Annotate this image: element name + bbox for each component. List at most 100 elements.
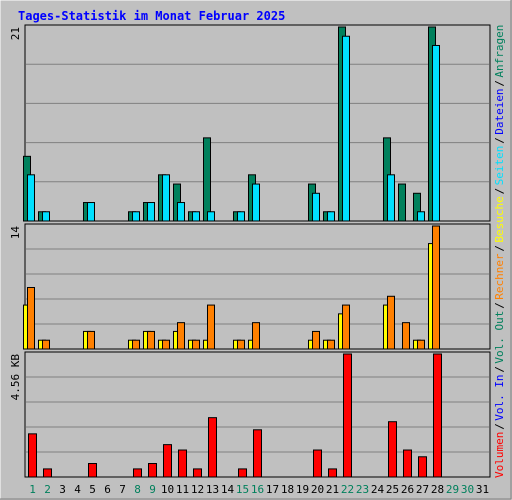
bar-dateien-day-10 — [162, 174, 170, 222]
x-tick-label: 19 — [296, 483, 309, 496]
bar-volumen-day-28 — [433, 353, 442, 478]
bar-dateien-day-25 — [387, 174, 395, 222]
legend-separator: / — [493, 302, 506, 309]
bar-anfragen-day-13 — [203, 137, 211, 222]
x-tick-label: 16 — [251, 483, 264, 496]
x-tick-label: 6 — [104, 483, 111, 496]
bar-rechner-day-9 — [147, 330, 155, 350]
y-max-label: 14 — [9, 226, 22, 240]
bar-volumen-day-2 — [43, 468, 52, 478]
bar-dateien-day-13 — [207, 211, 215, 222]
bar-dateien-day-8 — [132, 211, 140, 222]
legend-separator: / — [493, 80, 506, 87]
bar-rechner-day-27 — [417, 339, 425, 350]
x-tick-label: 4 — [74, 483, 81, 496]
bar-volumen-day-9 — [148, 463, 157, 478]
bar-rechner-day-22 — [342, 304, 350, 350]
legend-separator: / — [493, 245, 506, 252]
x-axis-labels: 1 2 3 4 5 6 7 8 9 10 11 12 13 14 15 16 17 18 19 20 21 22 23 24 2… — [29, 483, 489, 496]
legend-vol-out: Vol. Out — [493, 311, 506, 364]
legend-anfragen: Anfragen — [493, 25, 506, 78]
legend-separator: / — [493, 366, 506, 373]
bar-volumen-day-11 — [178, 449, 187, 478]
legend-separator: / — [493, 188, 506, 195]
x-tick-label: 14 — [221, 483, 235, 496]
bar-volumen-day-10 — [163, 444, 172, 478]
bar-rechner-day-2 — [42, 339, 50, 350]
chart-title: Tages-Statistik im Monat Februar 2025 — [18, 9, 285, 23]
x-tick-label: 11 — [176, 483, 189, 496]
x-tick-label: 18 — [281, 483, 294, 496]
bar-dateien-day-9 — [147, 202, 155, 222]
right-legend: Volumen/Vol. In/Vol. Out/Rechner/Besuche… — [493, 25, 506, 478]
x-tick-label: 29 — [446, 483, 459, 496]
bar-rechner-day-1 — [27, 287, 35, 350]
x-tick-label: 7 — [119, 483, 126, 496]
bar-rechner-day-16 — [252, 322, 260, 350]
legend-dateien: Dateien — [493, 88, 506, 134]
x-tick-label: 26 — [401, 483, 414, 496]
x-tick-label: 31 — [476, 483, 489, 496]
panel-middle: 14 — [9, 223, 491, 350]
bar-dateien-day-2 — [42, 211, 50, 222]
bar-volumen-day-12 — [193, 468, 202, 478]
bar-dateien-day-21 — [327, 211, 335, 222]
bar-dateien-day-15 — [237, 211, 245, 222]
bar-volumen-day-25 — [388, 421, 397, 478]
bar-volumen-day-16 — [253, 429, 262, 478]
bar-volumen-day-20 — [313, 449, 322, 478]
bar-volumen-day-13 — [208, 417, 217, 478]
bar-dateien-day-28 — [432, 44, 440, 222]
y-max-label: 4.56 KB — [9, 354, 22, 401]
x-tick-label: 3 — [59, 483, 66, 496]
bar-volumen-day-22 — [343, 353, 352, 478]
panel-top: 21 — [9, 24, 491, 222]
legend-rechner: Rechner — [493, 253, 506, 300]
legend-volumen: Volumen — [493, 432, 506, 478]
bar-volumen-day-8 — [133, 468, 142, 478]
x-tick-label: 25 — [386, 483, 399, 496]
bar-rechner-day-28 — [432, 225, 440, 350]
bar-volumen-day-1 — [28, 433, 37, 478]
bar-rechner-day-5 — [87, 330, 95, 350]
x-tick-label: 12 — [191, 483, 204, 496]
bar-rechner-day-26 — [402, 322, 410, 350]
x-tick-label: 13 — [206, 483, 219, 496]
x-tick-label: 24 — [371, 483, 385, 496]
x-tick-label: 28 — [431, 483, 444, 496]
x-tick-label: 21 — [326, 483, 339, 496]
bar-volumen-day-15 — [238, 468, 247, 478]
x-tick-label: 8 — [134, 483, 141, 496]
bar-dateien-day-22 — [342, 35, 350, 222]
x-tick-label: 17 — [266, 483, 279, 496]
bar-rechner-day-21 — [327, 339, 335, 350]
bar-rechner-day-15 — [237, 339, 245, 350]
bar-dateien-day-11 — [177, 202, 185, 222]
bar-rechner-day-13 — [207, 304, 215, 350]
x-tick-label: 1 — [29, 483, 36, 496]
bar-rechner-day-20 — [312, 330, 320, 350]
bar-volumen-day-21 — [328, 468, 337, 478]
panel-bottom: 4.56 KB — [9, 351, 491, 478]
bar-volumen-day-5 — [88, 463, 97, 478]
bar-anfragen-day-26 — [398, 183, 406, 222]
x-tick-label: 10 — [161, 483, 174, 496]
legend-vol-in: Vol. In — [493, 374, 506, 420]
x-tick-label: 27 — [416, 483, 429, 496]
legend-separator: / — [493, 423, 506, 430]
x-tick-label: 30 — [461, 483, 474, 496]
x-tick-label: 9 — [149, 483, 156, 496]
y-max-label: 21 — [9, 27, 22, 40]
bar-rechner-day-25 — [387, 295, 395, 350]
bar-rechner-day-12 — [192, 339, 200, 350]
chart-panels: 21 14 4.56 KB — [9, 24, 491, 478]
x-tick-label: 2 — [44, 483, 51, 496]
legend-besuche: Besuche — [493, 196, 506, 242]
x-tick-label: 23 — [356, 483, 369, 496]
bar-rechner-day-8 — [132, 339, 140, 350]
bar-rechner-day-11 — [177, 322, 185, 350]
bar-dateien-day-12 — [192, 211, 200, 222]
bar-rechner-day-10 — [162, 339, 170, 350]
x-tick-label: 20 — [311, 483, 324, 496]
